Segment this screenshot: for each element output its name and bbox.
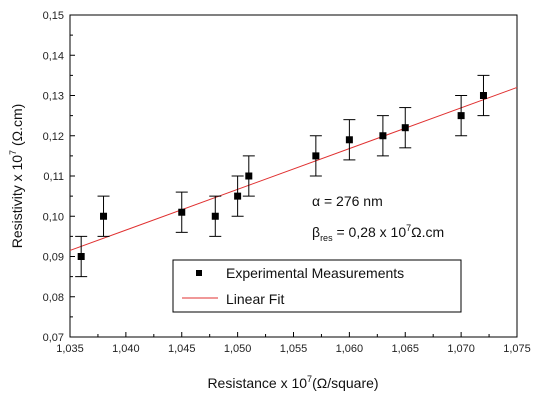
data-point (379, 132, 387, 140)
data-point (345, 136, 353, 144)
legend-label-measurements: Experimental Measurements (226, 265, 404, 281)
linear-fit-line (69, 86, 518, 251)
data-point (245, 172, 253, 180)
legend-marker-measurements (196, 270, 202, 276)
x-tick-label: 1,070 (447, 343, 475, 355)
data-point (178, 208, 186, 216)
data-point (312, 152, 320, 160)
x-tick-label: 1,055 (280, 343, 308, 355)
data-point (234, 192, 242, 200)
y-tick-label: 0,13 (43, 91, 64, 103)
legend-box (172, 259, 462, 313)
linear-fit-segment (69, 86, 518, 251)
x-tick-label: 1,075 (503, 343, 531, 355)
x-tick-label: 1,050 (224, 343, 252, 355)
y-tick-label: 0,12 (43, 131, 64, 143)
data-point (211, 212, 219, 220)
x-tick-label: 1,045 (168, 343, 196, 355)
data-point (100, 212, 108, 220)
y-tick-label: 0,10 (43, 211, 64, 223)
y-tick-label: 0,08 (43, 292, 64, 304)
x-tick-label: 1,035 (56, 343, 84, 355)
y-tick-label: 0,07 (43, 332, 64, 344)
legend-label-fit: Linear Fit (226, 291, 284, 307)
y-tick-label: 0,15 (43, 10, 64, 22)
x-axis-title: Resistance x 107(Ω/square) (207, 374, 378, 391)
data-point (77, 253, 85, 260)
data-point (457, 112, 465, 120)
measurement-points (75, 74, 490, 278)
axis-ticks: 1,035 1,040 1,045 1,050 1,055 1,060 1,065 1,070… (43, 10, 531, 355)
legend: Experimental Measurements Linear Fit (172, 259, 462, 313)
x-tick-label: 1,065 (391, 343, 419, 355)
x-tick-label: 1,040 (112, 343, 140, 355)
data-point (479, 92, 487, 99)
y-tick-label: 0,14 (43, 50, 64, 62)
x-tick-label: 1,060 (336, 343, 364, 355)
data-point (401, 124, 409, 132)
alpha-annotation: α = 276 nm (312, 193, 383, 209)
y-tick-label: 0,09 (43, 252, 64, 264)
y-axis-title: Resistivity x 107 (Ω.cm) (8, 104, 25, 249)
beta-annotation: βres = 0,28 x 107Ω.cm (312, 223, 444, 243)
y-tick-label: 0,11 (43, 171, 64, 183)
